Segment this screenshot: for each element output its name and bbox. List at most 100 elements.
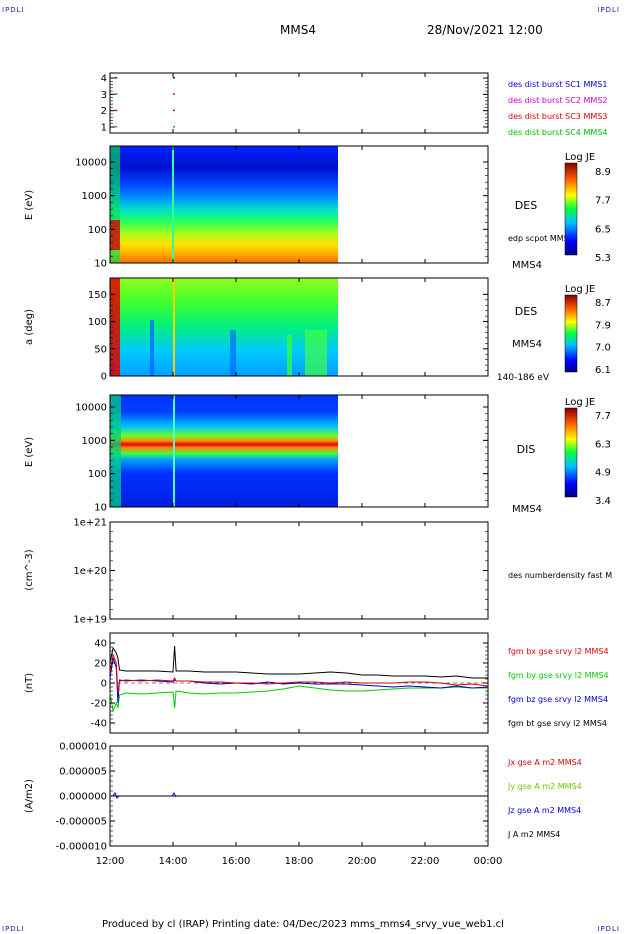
fgm-legend-entry: fgm bz gse srvy l2 MMS4 (508, 695, 608, 704)
current-legend: Jx gse A m2 MMS4 Jy gse A m2 MMS4 Jz gse A… (507, 758, 582, 839)
colorbar-tick-label: 5.3 (595, 253, 611, 264)
des-energy-panel: 10 100 1000 10000 E (eV) DES edp scpot MMS4… (24, 145, 611, 271)
colorbar-tick-label: 6.1 (595, 365, 611, 376)
burst-legend-entry: des dist burst SC3 MMS3 (508, 112, 607, 121)
burst-mark (173, 77, 175, 79)
burst-marks (115, 77, 175, 128)
current-tick-label: 0.000005 (59, 767, 107, 778)
des-pitch-streak (230, 330, 236, 376)
corner-label-bottom-right: IPDLI (597, 925, 620, 933)
x-tick-label: 00:00 (474, 856, 503, 867)
plot-datetime: 28/Nov/2021 12:00 (427, 23, 543, 37)
x-tick-label: 20:00 (348, 856, 377, 867)
current-tick-label: -0.000010 (56, 842, 107, 853)
burst-mark (115, 126, 118, 128)
fgm-legend-entry: fgm by gse srvy l2 MMS4 (508, 671, 609, 680)
corner-label-top-left: IPDLI (2, 6, 25, 14)
corner-label-top-right: IPDLI (597, 6, 620, 14)
burst-legend-entry: des dist burst SC1 MMS1 (508, 80, 607, 89)
dis-energy-colorbar (564, 407, 578, 498)
fgm-series-line (109, 685, 488, 713)
des-pitch-ylabel: a (deg) (24, 309, 35, 345)
des-energy-y-ticks: 10 100 1000 10000 (75, 158, 488, 270)
fgm-tick-label: 40 (94, 639, 107, 650)
burst-mark (173, 126, 175, 128)
dis-energy-cbar-ticks: 7.7 6.3 4.9 3.4 (595, 411, 611, 507)
x-tick-label: 22:00 (411, 856, 440, 867)
fgm-series-line (109, 657, 489, 704)
colorbar-tick-label: 6.5 (595, 224, 611, 235)
des-pitch-colorbar (564, 294, 578, 373)
current-spike (112, 791, 177, 799)
dis-energy-spectrogram (110, 395, 338, 507)
des-pitch-species-label: DES (515, 305, 537, 318)
fgm-panel: -40 -20 0 20 40 (nT) fgm bx gse srvy l2 MMS4… (24, 632, 609, 734)
des-energy-spectrogram (110, 146, 338, 263)
time-axis: 12:00 14:00 16:00 18:00 20:00 22:00 00:00 (96, 73, 503, 867)
des-pitch-streak (287, 335, 292, 376)
burst-mark (173, 109, 175, 112)
des-pitch-cbar-ticks: 8.7 7.9 7.0 6.1 (595, 298, 611, 376)
fgm-y-ticks: -40 -20 0 20 40 (91, 639, 488, 730)
dis-energy-sc-label: MMS4 (512, 504, 542, 515)
dis-energy-species-label: DIS (517, 443, 536, 456)
colorbar-tick-label: 6.3 (595, 439, 611, 450)
des-energy-ylabel: E (eV) (24, 190, 35, 220)
fgm-series (109, 645, 489, 713)
density-y-ticks: 1e+19 1e+20 1e+21 (73, 518, 488, 626)
current-legend-entry: Jy gse A m2 MMS4 (507, 782, 582, 791)
dis-energy-tick-label: 100 (88, 469, 107, 480)
fgm-series-line (109, 645, 488, 679)
des-energy-cbar-ticks: 8.9 7.7 6.5 5.3 (595, 167, 611, 264)
des-energy-sc-label: MMS4 (512, 260, 542, 271)
fgm-tick-label: -20 (91, 699, 107, 710)
current-panel: -0.000010 -0.000005 0.000000 0.000005 0.0000… (24, 742, 582, 853)
fgm-ylabel: (nT) (24, 673, 35, 693)
des-pitch-y-ticks: 0 50 100 150 (88, 290, 488, 383)
des-pitch-panel: 0 50 100 150 a (deg) DES MMS4 140-186 eV Lo… (24, 277, 611, 383)
des-pitch-energy-label: 140-186 eV (497, 373, 550, 383)
density-tick-label: 1e+21 (73, 518, 107, 529)
colorbar-tick-label: 7.0 (595, 343, 611, 354)
des-energy-tick-label: 10000 (75, 158, 107, 169)
current-tick-label: -0.000005 (56, 817, 107, 828)
des-pitch-streak (305, 330, 327, 376)
density-series-label: des numberdensity fast M (508, 571, 612, 580)
dis-energy-tick-label: 10 (94, 503, 107, 514)
density-ylabel: (cm^-3) (24, 549, 35, 590)
dis-energy-panel: 10 100 1000 10000 E (eV) DIS MMS4 Log JE 7.… (24, 394, 611, 515)
x-tick-label: 18:00 (285, 856, 314, 867)
burst-tick-label: 4 (101, 74, 107, 85)
des-pitch-streak (150, 320, 154, 376)
des-energy-tick-label: 100 (88, 225, 107, 236)
des-energy-overlay-label: edp scpot MMS4 (508, 234, 574, 243)
dis-energy-early-band (110, 395, 121, 507)
fgm-tick-label: -40 (91, 719, 107, 730)
fgm-legend-entry: fgm bt gse srvy l2 MMS4 (508, 719, 607, 728)
footer-credits: Produced by cl (IRAP) Printing date: 04/… (102, 919, 504, 930)
des-pitch-spectrogram (110, 278, 338, 376)
density-tick-label: 1e+19 (73, 615, 107, 626)
current-tick-label: 0.000010 (59, 742, 107, 753)
burst-y-ticks: 1 2 3 4 (101, 74, 488, 134)
colorbar-tick-label: 3.4 (595, 496, 611, 507)
dis-energy-y-ticks: 10 100 1000 10000 (75, 403, 488, 514)
colorbar-tick-label: 7.7 (595, 196, 611, 207)
colorbar-tick-label: 4.9 (595, 468, 611, 479)
des-pitch-hot-band (110, 278, 120, 376)
fgm-tick-label: 0 (101, 679, 107, 690)
des-pitch-cbar-title: Log JE (565, 284, 595, 295)
burst-tick-label: 3 (101, 90, 107, 101)
current-legend-entry: Jz gse A m2 MMS4 (507, 806, 581, 815)
fgm-legend-entry: fgm bx gse srvy l2 MMS4 (508, 647, 609, 656)
density-panel: 1e+19 1e+20 1e+21 (cm^-3) des numberdensit… (24, 518, 612, 626)
burst-mark (173, 93, 175, 95)
colorbar-tick-label: 7.9 (595, 320, 611, 331)
current-y-ticks: -0.000010 -0.000005 0.000000 0.000005 0.0000… (56, 742, 488, 853)
burst-legend: des dist burst SC1 MMS1 des dist burst SC… (508, 80, 607, 137)
burst-frame (109, 72, 489, 134)
spacecraft-title: MMS4 (280, 23, 316, 37)
des-energy-colorbar (564, 162, 578, 256)
fgm-series-line (109, 653, 489, 694)
